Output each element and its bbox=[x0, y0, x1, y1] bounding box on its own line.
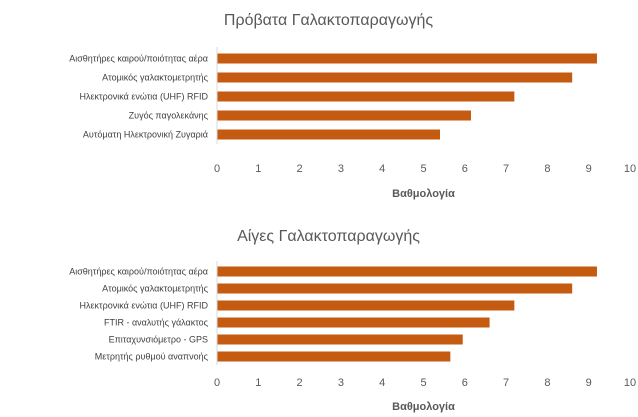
bar bbox=[217, 110, 471, 121]
category-label: Ζυγός παγολεκάνης bbox=[129, 111, 209, 121]
category-label: Μετρητής ρυθμού αναπνοής bbox=[95, 352, 209, 362]
x-tick-label: 1 bbox=[255, 377, 261, 389]
x-tick-label: 4 bbox=[379, 377, 385, 389]
bar bbox=[217, 300, 515, 311]
x-tick-label: 7 bbox=[503, 377, 509, 389]
bar bbox=[217, 129, 441, 140]
chart-title: Πρόβατα Γαλακτοπαραγωγής bbox=[224, 12, 433, 29]
category-label: FTIR - αναλυτής γάλακτος bbox=[104, 318, 209, 328]
x-tick-label: 0 bbox=[214, 377, 220, 389]
bar bbox=[217, 266, 597, 277]
x-tick-label: 8 bbox=[544, 163, 550, 175]
sheep-chart: Πρόβατα Γαλακτοπαραγωγής Αισθητήρες καιρο… bbox=[69, 12, 636, 200]
x-tick-label: 1 bbox=[255, 163, 261, 175]
chart-title: Αίγες Γαλακτοπαραγωγής bbox=[237, 228, 420, 245]
category-label: Ατομικός γαλακτομετρητής bbox=[102, 73, 208, 83]
x-tick-label: 8 bbox=[544, 377, 550, 389]
bar bbox=[217, 72, 573, 83]
category-label: Αισθητήρες καιρού/ποιότητας αέρα bbox=[69, 54, 208, 64]
goats-chart: Αίγες Γαλακτοπαραγωγής Αισθητήρες καιρού/… bbox=[69, 228, 636, 413]
category-label: Ατομικός γαλακτομετρητής bbox=[102, 284, 208, 294]
x-tick-label: 7 bbox=[503, 163, 509, 175]
x-tick-label: 10 bbox=[624, 163, 636, 175]
x-axis-label: Βαθμολογία bbox=[392, 401, 455, 413]
bar bbox=[217, 351, 451, 362]
x-tick-label: 6 bbox=[462, 163, 468, 175]
bar bbox=[217, 91, 515, 102]
x-axis-label: Βαθμολογία bbox=[392, 188, 455, 200]
x-tick-label: 4 bbox=[379, 163, 385, 175]
bar bbox=[217, 283, 573, 294]
x-tick-label: 9 bbox=[586, 163, 592, 175]
x-tick-label: 10 bbox=[624, 377, 636, 389]
x-tick-label: 2 bbox=[297, 377, 303, 389]
category-label: Αυτόματη Ηλεκτρονική Ζυγαριά bbox=[83, 130, 208, 140]
category-label: Ηλεκτρονικά ενώτια (UHF) RFID bbox=[80, 301, 209, 311]
category-label: Ηλεκτρονικά ενώτια (UHF) RFID bbox=[80, 92, 209, 102]
x-tick-label: 5 bbox=[420, 163, 426, 175]
category-label: Αισθητήρες καιρού/ποιότητας αέρα bbox=[69, 267, 208, 277]
x-tick-label: 3 bbox=[338, 377, 344, 389]
bar bbox=[217, 317, 490, 328]
x-tick-label: 9 bbox=[586, 377, 592, 389]
x-tick-label: 6 bbox=[462, 377, 468, 389]
x-tick-label: 0 bbox=[214, 163, 220, 175]
bar bbox=[217, 334, 463, 345]
bar bbox=[217, 53, 597, 64]
x-tick-label: 5 bbox=[420, 377, 426, 389]
x-tick-label: 3 bbox=[338, 163, 344, 175]
category-label: Επιταχυνσιόμετρο - GPS bbox=[109, 335, 208, 345]
x-tick-label: 2 bbox=[297, 163, 303, 175]
